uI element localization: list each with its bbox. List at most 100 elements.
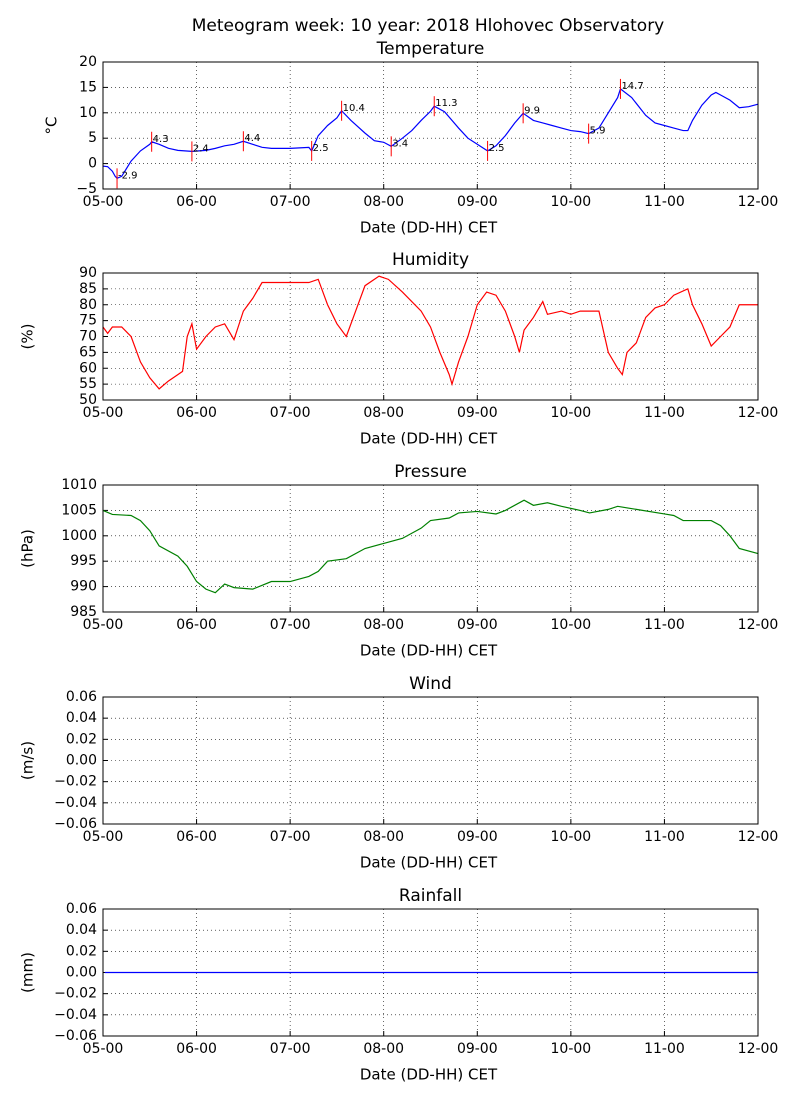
y-axis-label: (mm) <box>19 952 37 993</box>
x-axis-label: Date (DD-HH) CET <box>360 219 498 237</box>
plot-frame <box>102 908 759 1037</box>
x-tick-label: 06-00 <box>176 829 217 845</box>
extreme-label: 2.5 <box>313 143 329 154</box>
x-tick-label: 09-00 <box>457 405 498 421</box>
y-axis-label: (%) <box>19 324 37 350</box>
extreme-label: -2.9 <box>118 170 138 181</box>
y-tick-label: 85 <box>79 281 97 297</box>
y-axis-label: (m/s) <box>19 741 37 780</box>
x-tick-label: 08-00 <box>363 829 404 845</box>
x-tick-label: 06-00 <box>176 194 217 210</box>
x-tick-label: 07-00 <box>270 194 311 210</box>
x-tick-label: 09-00 <box>457 829 498 845</box>
x-tick-label: 07-00 <box>270 1041 311 1057</box>
data-line <box>102 275 758 390</box>
y-tick-label: 5 <box>88 130 97 146</box>
x-tick-label: 12-00 <box>738 617 779 633</box>
y-tick-label: 0.06 <box>66 689 97 705</box>
x-axis-label: Date (DD-HH) CET <box>360 1066 498 1084</box>
x-tick-label: 10-00 <box>551 1041 592 1057</box>
x-tick-label: 06-00 <box>176 617 217 633</box>
y-tick-label: 50 <box>79 392 97 408</box>
y-tick-label: 0.02 <box>66 731 97 747</box>
data-line <box>102 499 759 594</box>
x-tick-label: 10-00 <box>551 405 592 421</box>
x-tick-label: 05-00 <box>83 194 124 210</box>
x-tick-label: 05-00 <box>83 829 124 845</box>
extreme-label: 4.4 <box>244 133 260 144</box>
extreme-label: 14.7 <box>621 81 643 92</box>
y-tick-label: −0.06 <box>54 1028 97 1044</box>
y-tick-label: −0.02 <box>54 774 97 790</box>
x-tick-label: 11-00 <box>644 617 685 633</box>
x-axis-label: Date (DD-HH) CET <box>360 854 498 872</box>
y-tick-label: 995 <box>70 553 97 569</box>
plot-frame <box>102 272 759 401</box>
y-tick-label: 0.00 <box>66 753 97 769</box>
x-tick-label: 12-00 <box>738 405 779 421</box>
x-tick-label: 05-00 <box>83 617 124 633</box>
extreme-label: 2.5 <box>489 143 505 154</box>
plot-frame <box>102 484 759 613</box>
y-tick-label: 0.06 <box>66 901 97 917</box>
y-axis-label: °C <box>43 117 61 135</box>
chart-title: Pressure <box>394 462 467 482</box>
x-tick-label: 11-00 <box>644 1041 685 1057</box>
extreme-label: 5.9 <box>590 126 606 137</box>
y-tick-label: 0 <box>88 156 97 172</box>
y-tick-label: 0.00 <box>66 965 97 981</box>
extreme-label: 10.4 <box>343 103 365 114</box>
x-tick-label: 12-00 <box>738 1041 779 1057</box>
x-tick-label: 11-00 <box>644 194 685 210</box>
y-tick-label: −0.04 <box>54 795 97 811</box>
x-tick-label: 06-00 <box>176 1041 217 1057</box>
x-tick-label: 10-00 <box>551 194 592 210</box>
plot-frame <box>102 696 759 825</box>
data-line <box>102 87 759 180</box>
figure-title: Meteogram week: 10 year: 2018 Hlohovec O… <box>192 16 665 36</box>
y-axis-label: (hPa) <box>19 529 37 568</box>
chart-title: Wind <box>409 674 452 694</box>
x-tick-label: 11-00 <box>644 405 685 421</box>
x-tick-label: 11-00 <box>644 829 685 845</box>
x-tick-label: 12-00 <box>738 829 779 845</box>
plot-frame <box>102 61 759 190</box>
x-tick-label: 06-00 <box>176 405 217 421</box>
extreme-label: 11.3 <box>435 98 457 109</box>
x-tick-label: 07-00 <box>270 829 311 845</box>
x-tick-label: 07-00 <box>270 405 311 421</box>
x-tick-label: 08-00 <box>363 617 404 633</box>
y-tick-label: 55 <box>79 376 97 392</box>
x-axis-label: Date (DD-HH) CET <box>360 430 498 448</box>
x-tick-label: 05-00 <box>83 1041 124 1057</box>
x-tick-label: 08-00 <box>363 1041 404 1057</box>
x-tick-label: 07-00 <box>270 617 311 633</box>
y-tick-label: 20 <box>79 54 97 70</box>
y-tick-label: 985 <box>70 604 97 620</box>
extreme-label: 9.9 <box>524 105 540 116</box>
chart-title: Rainfall <box>399 886 462 906</box>
x-tick-label: 08-00 <box>363 194 404 210</box>
y-tick-label: −0.04 <box>54 1007 97 1023</box>
y-tick-label: −0.02 <box>54 986 97 1002</box>
y-tick-label: 15 <box>79 79 97 95</box>
y-tick-label: 1005 <box>61 502 97 518</box>
y-tick-label: 10 <box>79 105 97 121</box>
y-tick-label: 0.04 <box>66 710 97 726</box>
chart-title: Humidity <box>392 250 469 270</box>
x-axis-label: Date (DD-HH) CET <box>360 642 498 660</box>
chart-title: Temperature <box>376 39 485 59</box>
y-tick-label: 80 <box>79 297 97 313</box>
y-tick-label: 0.02 <box>66 943 97 959</box>
y-tick-label: −5 <box>76 181 97 197</box>
y-tick-label: 90 <box>79 265 97 281</box>
y-tick-label: 75 <box>79 313 97 329</box>
x-tick-label: 12-00 <box>738 194 779 210</box>
x-tick-label: 09-00 <box>457 194 498 210</box>
x-tick-label: 10-00 <box>551 829 592 845</box>
extreme-label: 3.4 <box>392 138 408 149</box>
y-tick-label: 1000 <box>61 528 97 544</box>
y-tick-label: 70 <box>79 329 97 345</box>
y-tick-label: 65 <box>79 344 97 360</box>
